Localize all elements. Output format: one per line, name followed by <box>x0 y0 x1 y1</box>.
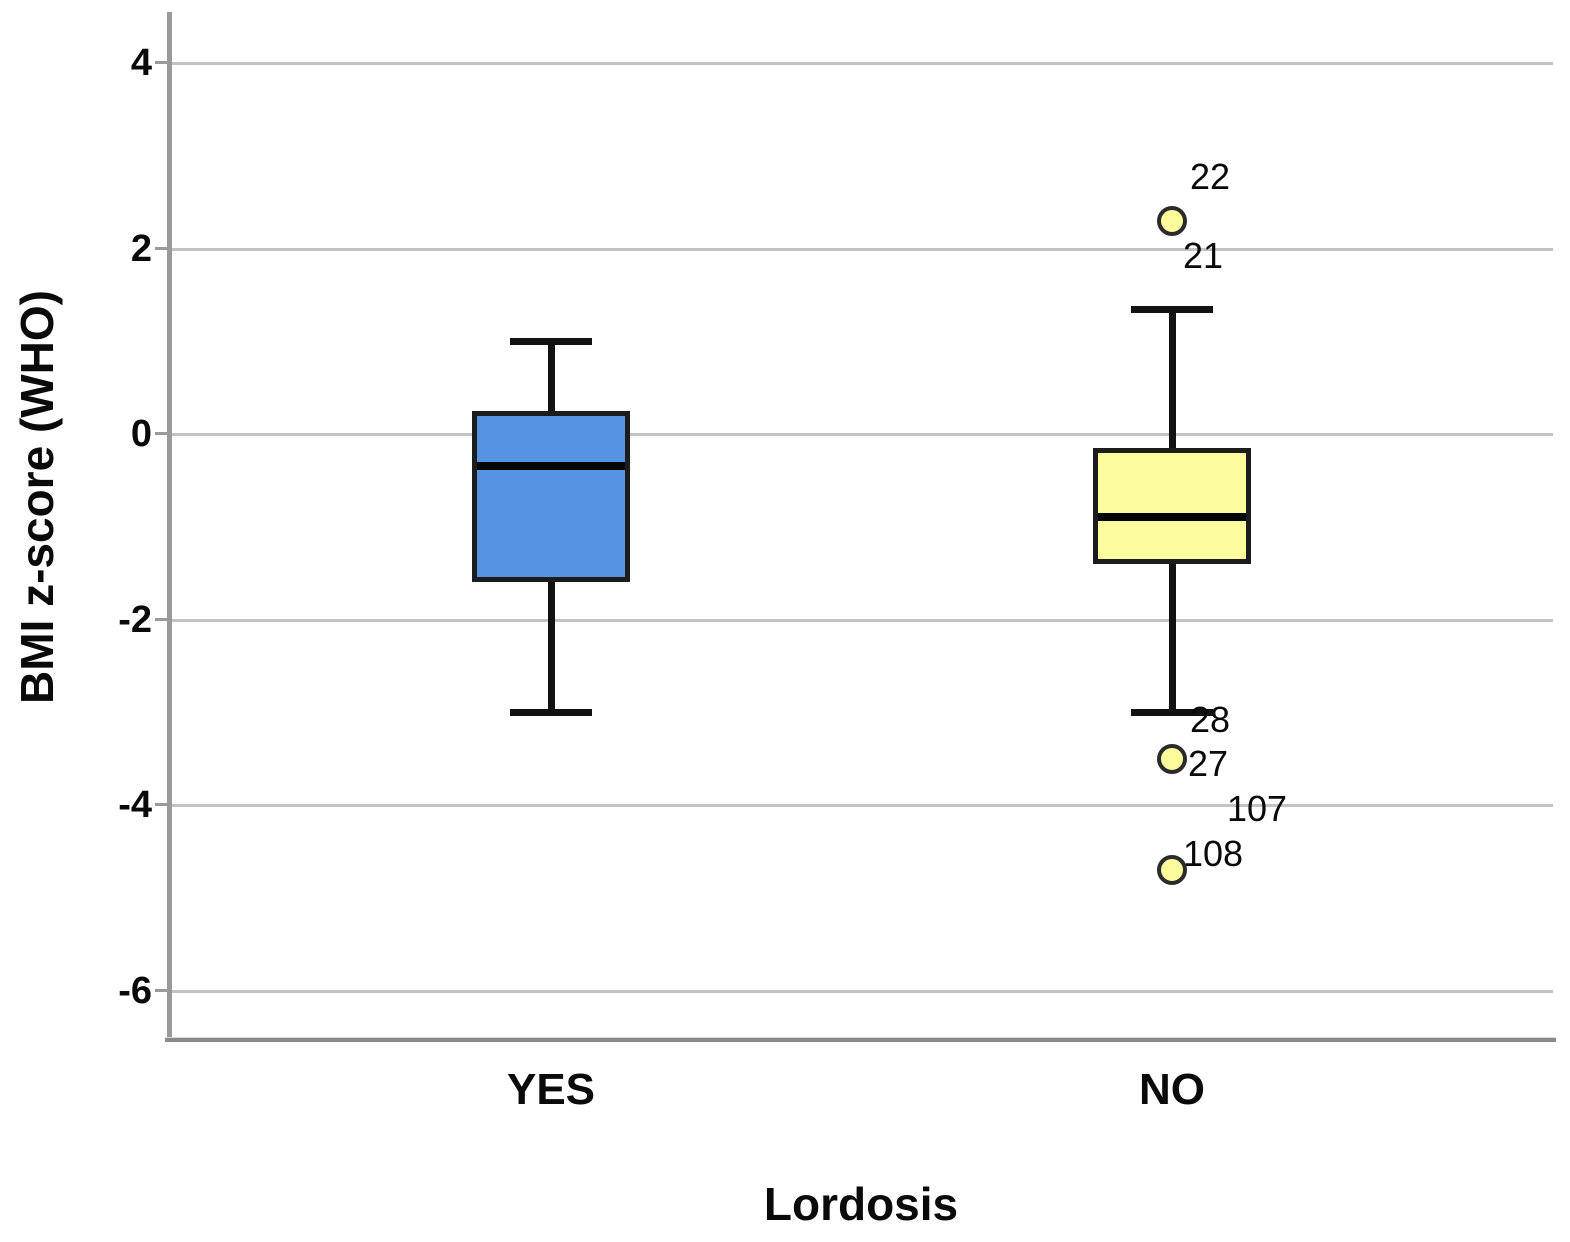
y-tick-mark <box>155 803 168 806</box>
outlier-circle-no <box>1157 854 1187 885</box>
whisker-cap-upper-yes <box>510 338 592 346</box>
x-axis-line <box>165 1037 1556 1042</box>
category-label-yes: YES <box>506 1065 596 1114</box>
whisker-upper-yes <box>548 341 555 411</box>
gridline <box>168 618 1553 622</box>
median-line-yes <box>477 462 625 471</box>
whisker-cap-upper-no <box>1131 305 1213 313</box>
y-axis-line <box>167 12 172 1040</box>
gridline <box>168 247 1553 251</box>
outlier-circle-no <box>1157 205 1187 236</box>
y-tick-mark <box>155 246 168 250</box>
outlier-case-label: 21 <box>1183 234 1224 276</box>
box-no <box>1093 447 1251 564</box>
outlier-case-label: 22 <box>1190 156 1231 198</box>
outlier-case-label: 107 <box>1227 787 1288 829</box>
y-tick-mark <box>155 61 168 64</box>
y-tick-label: -4 <box>118 784 152 826</box>
median-line-no <box>1098 513 1246 522</box>
gridline <box>168 433 1553 436</box>
outlier-circle-no <box>1157 743 1187 774</box>
outlier-case-label: 28 <box>1190 698 1231 740</box>
y-axis-title: BMI z-score (WHO) <box>11 290 63 704</box>
y-tick-label: -6 <box>118 969 152 1012</box>
whisker-cap-lower-yes <box>510 709 592 717</box>
gridline <box>168 989 1553 993</box>
y-tick-mark <box>155 617 168 621</box>
y-tick-label: 4 <box>130 42 152 84</box>
y-tick-label: 2 <box>130 227 152 270</box>
x-axis-title: Lordosis <box>763 1178 959 1230</box>
whisker-upper-no <box>1169 308 1176 448</box>
whisker-lower-yes <box>548 582 555 713</box>
gridline <box>168 62 1553 65</box>
whisker-lower-no <box>1169 563 1176 713</box>
box-yes <box>472 410 630 583</box>
y-tick-mark <box>155 988 168 992</box>
y-tick-label: -2 <box>118 598 152 641</box>
outlier-case-label: 108 <box>1183 833 1244 875</box>
gridline <box>168 804 1553 807</box>
y-tick-mark <box>155 432 168 435</box>
y-tick-label: 0 <box>130 413 152 455</box>
outlier-case-label: 27 <box>1188 743 1229 785</box>
category-label-no: NO <box>1139 1065 1205 1114</box>
whisker-cap-lower-no <box>1131 709 1213 717</box>
